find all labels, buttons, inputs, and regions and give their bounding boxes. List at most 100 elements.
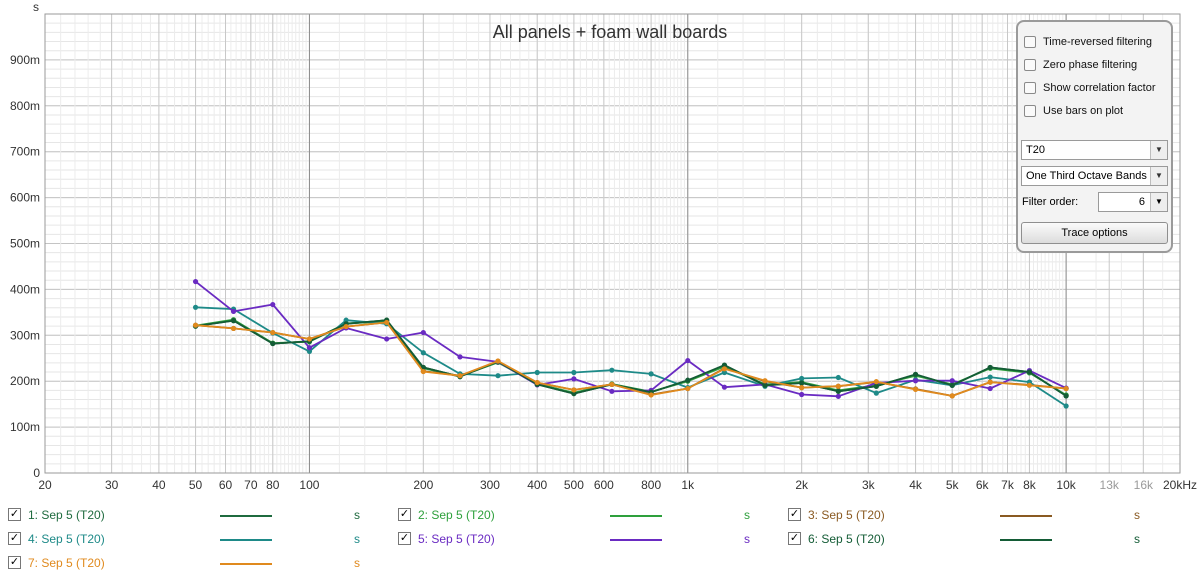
chevron-down-icon[interactable]: ▼: [1150, 193, 1167, 211]
rt-plot[interactable]: 0 100m 200m 300m 400m 500m 600m 700m 800m 900m 20 3…: [0, 0, 1200, 500]
legend-item[interactable]: ✓ 6: Sep 5 (T20) s: [788, 531, 1168, 549]
chevron-down-icon[interactable]: ▼: [1150, 167, 1167, 185]
data-point: [384, 319, 390, 326]
legend-label: 2: Sep 5 (T20): [418, 508, 495, 522]
data-point: [949, 378, 955, 384]
data-point: [420, 329, 426, 336]
legend-item[interactable]: ✓ 2: Sep 5 (T20) s: [398, 507, 778, 525]
legend-unit: s: [744, 532, 750, 546]
legend-unit: s: [744, 508, 750, 522]
use-bars-on-plot-checkbox[interactable]: Use bars on plot: [1024, 102, 1123, 120]
chart-title: All panels + foam wall boards: [493, 22, 728, 42]
data-point: [835, 374, 841, 381]
data-point: [799, 380, 805, 386]
data-point: [762, 382, 768, 388]
bands-select[interactable]: One Third Octave Bands ▼: [1021, 166, 1168, 186]
legend-checkbox[interactable]: ✓: [398, 532, 411, 545]
legend-unit: s: [1134, 508, 1140, 522]
legend-item[interactable]: ✓ 4: Sep 5 (T20) s: [8, 531, 388, 549]
data-point: [534, 369, 540, 376]
legend-swatch: [220, 539, 272, 541]
data-point: [457, 354, 463, 360]
data-point: [534, 379, 540, 386]
checkbox-box[interactable]: [1024, 59, 1036, 71]
checkbox-label: Time-reversed filtering: [1043, 36, 1153, 48]
x-tick-label: 50: [189, 478, 203, 492]
data-point: [949, 382, 955, 388]
legend-checkbox[interactable]: ✓: [8, 508, 21, 521]
legend-checkbox[interactable]: ✓: [8, 556, 21, 569]
legend-item[interactable]: ✓ 7: Sep 5 (T20) s: [8, 555, 388, 573]
y-tick-label: 600m: [10, 191, 40, 205]
y-tick-label: 100m: [10, 420, 40, 434]
filter-order-label: Filter order:: [1022, 196, 1079, 208]
axes: 0 100m 200m 300m 400m 500m 600m 700m 800m 900m 20 3…: [10, 13, 1197, 492]
zero-phase-filtering-checkbox[interactable]: Zero phase filtering: [1024, 56, 1137, 74]
y-tick-label: 400m: [10, 282, 40, 296]
filter-order-select[interactable]: 6 ▼: [1098, 192, 1168, 212]
data-point: [873, 383, 879, 389]
data-point: [192, 278, 199, 285]
data-point: [571, 387, 577, 393]
x-tick-label: 500: [564, 478, 584, 492]
legend-checkbox[interactable]: ✓: [398, 508, 411, 521]
y-tick-label: 900m: [10, 53, 40, 67]
trace-options-button[interactable]: Trace options: [1021, 222, 1168, 244]
data-point: [987, 364, 993, 371]
data-point: [799, 385, 805, 391]
x-tick-label: 70: [244, 478, 258, 492]
data-point: [230, 325, 237, 332]
data-point: [721, 366, 728, 372]
x-tick-label: 16k: [1134, 478, 1154, 492]
data-point: [609, 381, 615, 388]
chevron-down-icon[interactable]: ▼: [1150, 141, 1167, 159]
y-tick-label: 800m: [10, 99, 40, 113]
data-point: [270, 301, 276, 308]
data-point: [648, 371, 654, 377]
y-tick-label: 300m: [10, 328, 40, 342]
y-axis-unit: s: [33, 0, 39, 14]
legend-label: 5: Sep 5 (T20): [418, 532, 495, 546]
legend-checkbox[interactable]: ✓: [788, 508, 801, 521]
x-tick-label: 8k: [1023, 478, 1037, 492]
data-point: [835, 383, 841, 389]
legend-checkbox[interactable]: ✓: [788, 532, 801, 545]
legend-item[interactable]: ✓ 3: Sep 5 (T20) s: [788, 507, 1168, 525]
legend-checkbox[interactable]: ✓: [8, 532, 21, 545]
series-line: [195, 319, 1067, 397]
plot-frame: [44, 13, 1181, 474]
data-point: [799, 375, 805, 382]
x-tick-label: 40: [152, 478, 166, 492]
legend-unit: s: [354, 508, 360, 522]
data-point: [912, 371, 919, 377]
data-point: [306, 345, 313, 351]
grid: [44, 14, 1181, 474]
legend-swatch: [610, 515, 662, 517]
data-point: [457, 373, 463, 379]
checkbox-box[interactable]: [1024, 36, 1036, 48]
x-tick-label: 20: [38, 478, 52, 492]
data-point: [609, 367, 615, 373]
data-point: [571, 369, 577, 376]
data-point: [721, 362, 728, 368]
data-point: [192, 304, 199, 310]
data-point: [685, 357, 691, 364]
x-tick-label: 6k: [976, 478, 990, 492]
legend-swatch: [220, 563, 272, 565]
checkbox-box[interactable]: [1024, 105, 1036, 117]
metric-select[interactable]: T20 ▼: [1021, 140, 1168, 160]
checkbox-box[interactable]: [1024, 82, 1036, 94]
checkbox-label: Zero phase filtering: [1043, 59, 1138, 71]
time-reversed-filtering-checkbox[interactable]: Time-reversed filtering: [1024, 33, 1152, 51]
show-correlation-factor-checkbox[interactable]: Show correlation factor: [1024, 79, 1156, 97]
options-panel: Time-reversed filtering Zero phase filte…: [1016, 20, 1173, 253]
data-point: [495, 358, 501, 364]
data-point: [987, 374, 993, 380]
y-tick-label: 500m: [10, 237, 40, 251]
legend-item[interactable]: ✓ 1: Sep 5 (T20) s: [8, 507, 388, 525]
data-point: [912, 378, 919, 384]
data-point: [230, 318, 237, 324]
data-point: [420, 350, 426, 356]
legend-item[interactable]: ✓ 5: Sep 5 (T20) s: [398, 531, 778, 549]
data-point: [306, 336, 313, 342]
